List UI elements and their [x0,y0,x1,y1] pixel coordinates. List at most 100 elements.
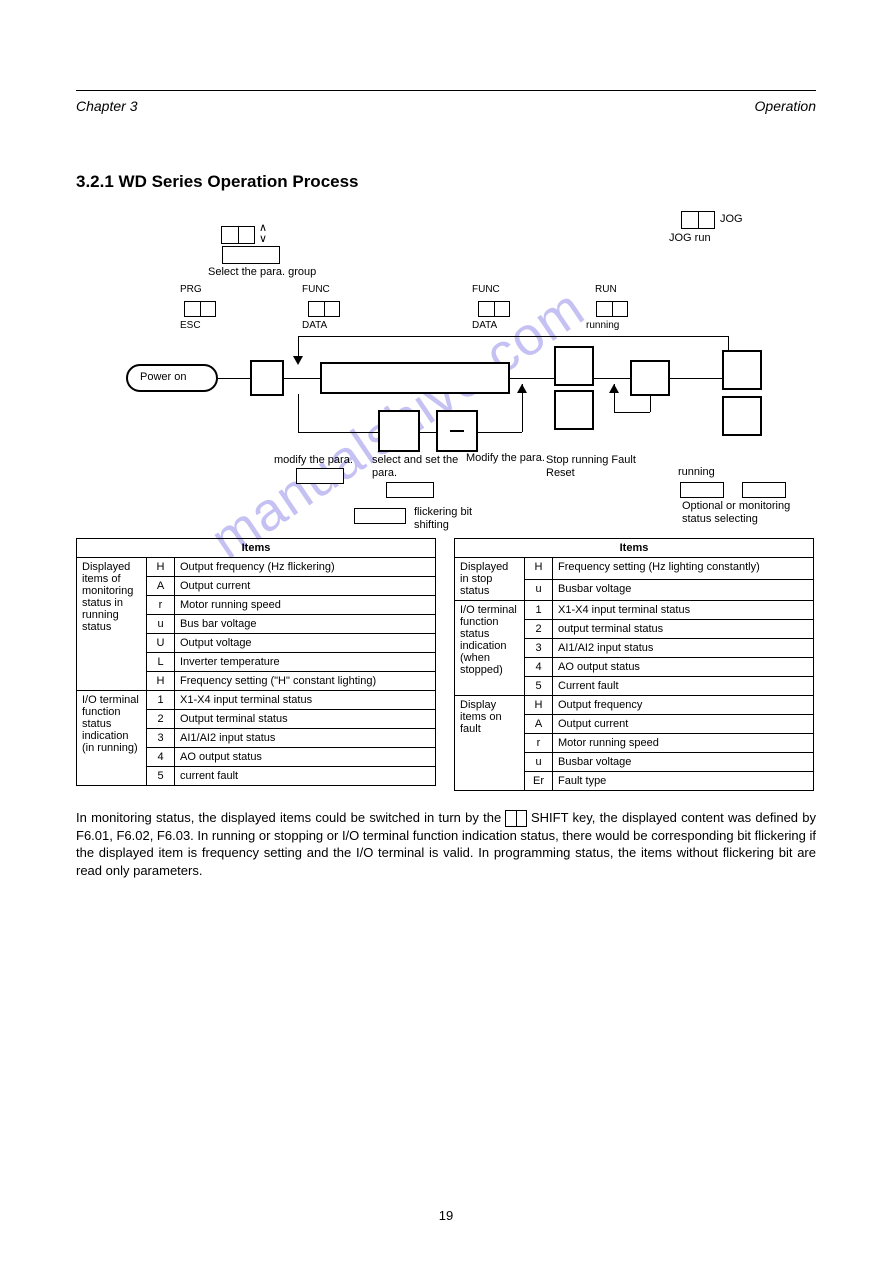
caption-modify-para-right: Modify the para. [466,452,546,465]
line-under4-h [614,412,650,413]
right-table-body: Displayed in stop statusHFrequency setti… [455,558,814,791]
label-data-1: DATA [302,320,327,332]
label-prg: PRG [180,284,202,296]
line-c [510,378,554,379]
left-table: Items Displayed items of monitoring stat… [76,538,436,786]
arrow-feedback [293,356,303,365]
para-key-label: SHIFT [531,810,568,825]
caption-select-set-top: select and set the para. [372,454,462,479]
table-desc-cell: Frequency setting (Hz lighting constantl… [553,558,814,580]
node-box-1 [250,360,284,396]
table-desc-cell: Output terminal status [175,710,436,729]
table-desc-cell: Output frequency [553,696,814,715]
page-footer: 19 [76,1208,816,1223]
table-desc-cell: AO output status [553,658,814,677]
table-desc-cell: AO output status [175,748,436,767]
table-code-cell: 1 [147,691,175,710]
table-desc-cell: AI1/AI2 input status [175,729,436,748]
label-func-2: FUNC [472,284,500,296]
table-desc-cell: AI1/AI2 input status [553,639,814,658]
line-a [218,378,250,379]
label-data-2: DATA [472,320,497,332]
table-desc-cell: Bus bar voltage [175,615,436,634]
caption-flickering-box [354,508,406,524]
arrow-lower-up [517,384,527,393]
table-code-cell: u [147,615,175,634]
table-code-cell: H [147,672,175,691]
caption-box-r1 [680,482,724,498]
label-esc: ESC [180,320,201,332]
line-under4-v2 [614,384,615,412]
key-func-data-2 [478,301,510,317]
table-desc-cell: Motor running speed [553,734,814,753]
table-code-cell: L [147,653,175,672]
caption-stop-running: Stop running Fault Reset [546,454,656,479]
node-box-5b [722,396,762,436]
caption-select-group-box [222,246,280,264]
table-code-cell: 3 [525,639,553,658]
key-jog [681,211,715,229]
line-d [594,378,630,379]
table-desc-cell: Motor running speed [175,596,436,615]
table-code-cell: A [525,715,553,734]
table-code-cell: 4 [525,658,553,677]
right-table-wrap: Items Displayed in stop statusHFrequency… [454,538,814,791]
table-group-label: Displayed items of monitoring status in … [77,558,147,691]
caption-select-group: Select the para. group [208,266,318,279]
table-code-cell: 5 [525,677,553,696]
table-group-label: Displayed in stop status [455,558,525,601]
node-box-3b [554,390,594,430]
para-before: In monitoring status, the displayed item… [76,810,505,825]
table-desc-cell: Fault type [553,772,814,791]
table-desc-cell: Output voltage [175,634,436,653]
table-code-cell: 3 [147,729,175,748]
node-box-4 [630,360,670,396]
header-right: Operation [755,98,816,114]
left-table-body: Displayed items of monitoring status in … [77,558,436,786]
table-code-cell: H [147,558,175,577]
key-func-data-1 [308,301,340,317]
table-desc-cell: current fault [175,767,436,786]
line-lower-h [298,432,378,433]
table-desc-cell: Output frequency (Hz flickering) [175,558,436,577]
table-code-cell: 2 [147,710,175,729]
caption-modify-box [296,468,344,484]
page-container: Chapter 3 Operation 3.2.1 WD Series Oper… [76,50,816,879]
page-header: Chapter 3 Operation [76,90,816,150]
table-code-cell: r [147,596,175,615]
label-power-on: Power on [140,371,186,384]
section-heading: 3.2.1 WD Series Operation Process [76,172,816,192]
table-code-cell: H [525,558,553,580]
table-desc-cell: Output current [553,715,814,734]
table-desc-cell: X1-X4 input terminal status [175,691,436,710]
caption-running-bottom: running [678,466,715,479]
table-desc-cell: Inverter temperature [175,653,436,672]
label-key-jog: JOG [720,213,743,226]
table-code-cell: A [147,577,175,596]
tables-row: Items Displayed items of monitoring stat… [76,538,816,791]
table-code-cell: 2 [525,620,553,639]
header-left: Chapter 3 [76,98,137,114]
node-box-5a [722,350,762,390]
label-down: ∨ [259,233,267,246]
table-code-cell: 1 [525,601,553,620]
table-code-cell: U [147,634,175,653]
table-code-cell: u [525,579,553,601]
caption-optional-monitor: Optional or monitoring status selecting [682,500,802,525]
table-group-label: I/O terminal function status indication … [455,601,525,696]
table-desc-cell: Frequency setting ("H" constant lighting… [175,672,436,691]
key-up-down [221,226,255,244]
label-run: RUN [595,284,617,296]
line-b [284,378,320,379]
shift-key-inline [505,810,526,827]
table-desc-cell: output terminal status [553,620,814,639]
key-run [596,301,628,317]
table-code-cell: 4 [147,748,175,767]
table-code-cell: u [525,753,553,772]
caption-jog-run: JOG run [669,232,711,245]
table-code-cell: Er [525,772,553,791]
left-table-wrap: Items Displayed items of monitoring stat… [76,538,436,791]
line-feedback-top [298,336,728,337]
table-group-label: Display items on fault [455,696,525,791]
body-paragraph: In monitoring status, the displayed item… [76,809,816,879]
